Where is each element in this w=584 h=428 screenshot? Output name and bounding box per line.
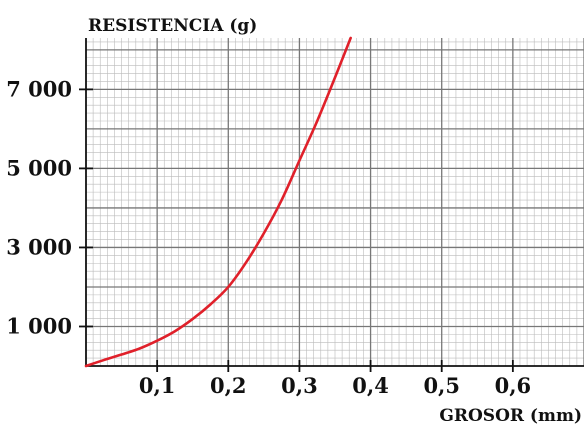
x-tick-label: 0,3 xyxy=(281,373,318,398)
axes xyxy=(85,38,584,367)
y-axis-label: RESISTENCIA (g) xyxy=(88,16,257,36)
x-axis-label: GROSOR (mm) xyxy=(439,406,582,426)
y-tick-label: 1 000 xyxy=(6,313,72,338)
x-ticks: 0,1 0,2 0,3 0,4 0,5 0,6 xyxy=(139,360,531,398)
x-tick-label: 0,4 xyxy=(352,373,389,398)
x-tick-label: 0,2 xyxy=(210,373,247,398)
series-group xyxy=(84,36,352,368)
y-tick-label: 3 000 xyxy=(6,234,72,259)
x-tick-label: 0,1 xyxy=(139,373,176,398)
y-tick-label: 5 000 xyxy=(6,155,72,180)
grid-minor-lines xyxy=(86,38,584,366)
series-line xyxy=(84,36,352,368)
x-tick-label: 0,5 xyxy=(423,373,460,398)
x-tick-label: 0,6 xyxy=(495,373,532,398)
y-ticks: 1 000 3 000 5 000 7 000 xyxy=(6,76,93,338)
grid-major-lines xyxy=(86,38,584,366)
y-tick-label: 7 000 xyxy=(6,76,72,101)
